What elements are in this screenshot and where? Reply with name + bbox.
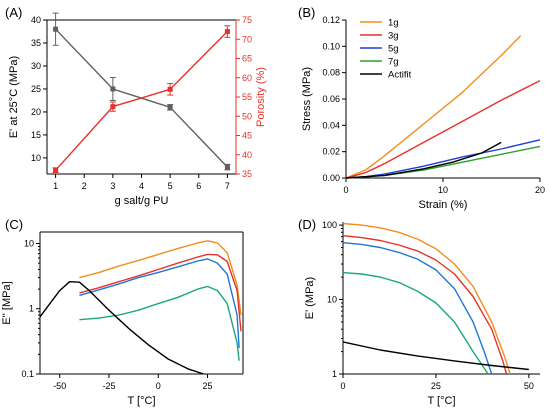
x-tick-label: 0 xyxy=(156,381,161,391)
x-axis-label: T [°C] xyxy=(127,395,155,407)
y-tick-label: 15 xyxy=(31,130,41,140)
series-1g-line xyxy=(345,35,522,179)
y-tick-label: 0.08 xyxy=(322,68,340,78)
y-tick-label: 0.00 xyxy=(322,173,340,183)
y-right-tick-label: 60 xyxy=(242,73,252,83)
data-point xyxy=(110,104,116,110)
data-point xyxy=(53,26,59,32)
y-tick-label: 30 xyxy=(31,61,41,71)
y-tick-label: 35 xyxy=(31,38,41,48)
y-right-tick-label: 55 xyxy=(242,92,252,102)
series-1-line xyxy=(79,240,242,316)
y-axis-label: E'' [MPa] xyxy=(1,281,13,324)
x-tick-label: 7 xyxy=(225,181,230,191)
x-tick-label: 2 xyxy=(82,181,87,191)
x-tick-label: 25 xyxy=(431,381,441,391)
series-2-line xyxy=(55,31,228,171)
y-tick-label: 0.04 xyxy=(322,120,340,130)
series-2-line xyxy=(79,253,242,332)
y-tick-label: 1 xyxy=(332,369,337,379)
panel-d: (D) 0 25 50 1 10 100 T [°C] E' (MPa) xyxy=(298,217,540,407)
y-tick-label: 40 xyxy=(31,15,41,25)
y-right-tick-label: 45 xyxy=(242,131,252,141)
y-axis-label: E' (MPa) xyxy=(304,277,316,319)
panel-label: (A) xyxy=(5,5,22,20)
x-tick-label: 10 xyxy=(438,185,448,195)
series-1-line xyxy=(342,222,511,375)
legend-label: 1g xyxy=(388,18,399,29)
data-point xyxy=(110,86,116,92)
x-tick-label: -25 xyxy=(102,381,115,391)
x-axis-label: g salt/g PU xyxy=(115,195,169,207)
y-tick-label: 0.02 xyxy=(322,147,340,157)
y-axis-label-right: Porosity (%) xyxy=(255,67,267,127)
x-tick-label: 20 xyxy=(535,185,545,195)
y-right-tick-label: 70 xyxy=(242,34,252,44)
data-point xyxy=(224,29,230,35)
y-tick-label: 1 xyxy=(29,304,34,314)
legend-label: 3g xyxy=(388,31,399,42)
data-point xyxy=(167,104,173,110)
data-point xyxy=(224,164,230,170)
series-4-line xyxy=(79,285,240,361)
legend-label: 7g xyxy=(388,57,399,68)
y-tick-label: 20 xyxy=(31,107,41,117)
x-tick-label: 3 xyxy=(110,181,115,191)
series-4-line xyxy=(342,271,489,375)
panel-c: (C) -50 -25 0 25 0.1 1 10 T [°C] E'' [MPa] xyxy=(1,217,244,407)
y-right-tick-label: 50 xyxy=(242,111,252,121)
series-5-line xyxy=(342,341,529,371)
y-tick-label: 10 xyxy=(327,295,337,305)
x-tick-label: 1 xyxy=(53,181,58,191)
series-3-line xyxy=(342,242,493,375)
data-point xyxy=(53,167,59,173)
y-right-tick-label: 65 xyxy=(242,54,252,64)
series-3-line xyxy=(79,258,240,349)
y-tick-label: 25 xyxy=(31,84,41,94)
x-tick-label: 5 xyxy=(168,181,173,191)
x-tick-label: 0 xyxy=(343,185,348,195)
y-axis-label: Stress (MPa) xyxy=(301,67,313,131)
y-tick-label: 10 xyxy=(31,153,41,163)
y-tick-label: 10 xyxy=(24,238,34,248)
y-axis-label: E' at 25°C (MPa) xyxy=(8,56,20,138)
y-right-tick-label: 35 xyxy=(242,169,252,179)
series-2-line xyxy=(342,235,508,375)
x-axis-label: T [°C] xyxy=(427,395,455,407)
legend-label: Actifit xyxy=(388,70,412,81)
y-tick-label: 100 xyxy=(322,220,337,230)
x-axis-label: Strain (%) xyxy=(419,199,468,211)
y-tick-label: 0.06 xyxy=(322,94,340,104)
y-tick-label: 0.1 xyxy=(21,369,34,379)
y-tick-label: 0.12 xyxy=(322,15,340,25)
data-point xyxy=(167,86,173,92)
legend-label: 5g xyxy=(388,44,399,55)
series-actifit-line xyxy=(345,141,502,179)
x-tick-label: -50 xyxy=(53,381,66,391)
x-tick-label: 50 xyxy=(524,381,534,391)
x-tick-label: 4 xyxy=(139,181,144,191)
y-tick-label: 0.10 xyxy=(322,41,340,51)
y-right-tick-label: 40 xyxy=(242,150,252,160)
series-5-line xyxy=(39,281,204,375)
panel-label: (C) xyxy=(5,217,23,232)
x-tick-label: 6 xyxy=(196,181,201,191)
panel-label: (B) xyxy=(298,5,315,20)
x-tick-label: 0 xyxy=(340,381,345,391)
series-3g-line xyxy=(345,79,541,179)
series-5g-line xyxy=(345,139,541,179)
y-right-tick-label: 75 xyxy=(242,15,252,25)
panel-b: (B) 0 10 20 0.00 0.02 0.04 0.06 0.08 0.10 0.12 Stra… xyxy=(298,5,545,211)
x-tick-label: 25 xyxy=(203,381,213,391)
panel-label: (D) xyxy=(298,217,316,232)
panel-a: (A)1 2 3 4 5 6 7101520253035403540455055606570… xyxy=(5,5,267,207)
